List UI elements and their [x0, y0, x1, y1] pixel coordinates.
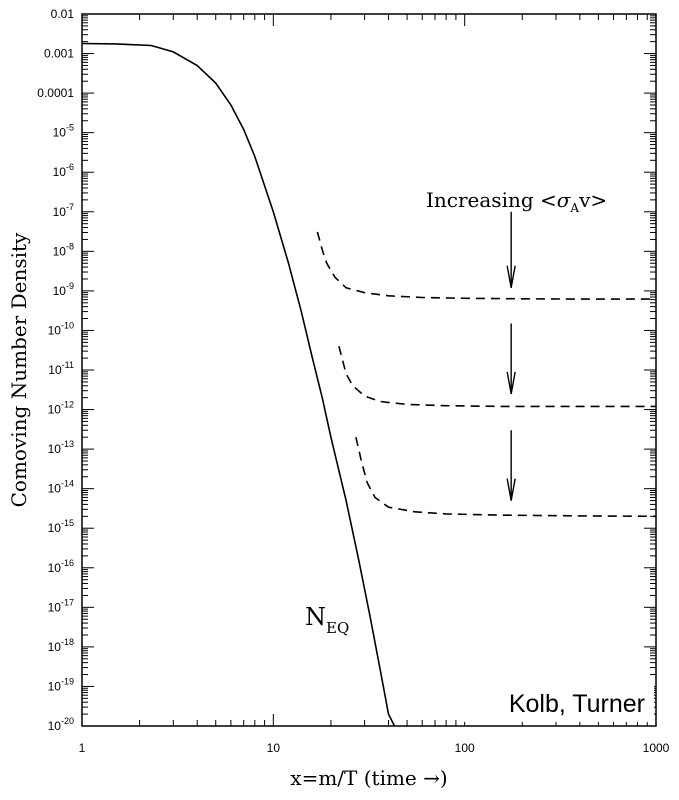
freeze-out-curve-1: [316, 231, 656, 300]
y-tick-label: 10-12: [48, 400, 74, 417]
freeze-out-curve-2: [338, 345, 656, 408]
increasing-tail: v>: [578, 188, 607, 212]
x-tick-label: 1000: [643, 741, 670, 755]
y-tick-labels: 0.01 0.001 0.0001 10-5 10-6 10-7 10-8 10-9 10-10…: [37, 7, 74, 733]
y-tick-label: 10-11: [48, 360, 74, 377]
x-tick-label: 1: [79, 741, 86, 755]
equilibrium-curve: [81, 42, 396, 727]
y-tick-label: 10-17: [48, 597, 74, 614]
credit-background: [462, 682, 654, 722]
plot-frame: [81, 13, 657, 727]
increasing-annotation: Increasing <σAv>: [426, 188, 607, 215]
neq-main: N: [305, 603, 326, 631]
arrow-head: [506, 371, 516, 394]
sigma-symbol: σ: [557, 188, 572, 212]
arrows-group: [506, 211, 516, 501]
y-axis-title: Comoving Number Density: [7, 232, 31, 507]
arrow-head: [506, 265, 516, 288]
y-tick-label: 10-5: [53, 123, 74, 140]
neq-label: NEQ: [305, 603, 349, 637]
neq-subscript: EQ: [326, 619, 349, 637]
increasing-text: Increasing <: [426, 188, 557, 212]
y-tick-label: 10-14: [48, 479, 74, 496]
y-tick-label: 10-9: [53, 281, 74, 298]
y-tick-label: 10-20: [48, 716, 74, 733]
y-tick-label: 10-13: [48, 439, 74, 456]
y-tick-label: 10-6: [53, 162, 74, 179]
y-tick-label: 10-8: [53, 241, 74, 258]
y-tick-label: 10-10: [48, 320, 74, 337]
y-tick-label: 0.0001: [37, 86, 74, 100]
freeze-out-curve-3: [355, 437, 657, 518]
y-tick-label: 10-7: [53, 202, 74, 219]
x-tick-label: 100: [455, 741, 475, 755]
y-tick-label: 0.01: [51, 7, 75, 21]
y-tick-label: 10-19: [48, 676, 74, 693]
axis-ticks: [81, 14, 656, 727]
credit-text: Kolb, Turner: [509, 690, 645, 718]
sigma-subscript: A: [569, 201, 579, 215]
x-tick-label: 10: [267, 741, 281, 755]
arrow-head: [506, 478, 516, 501]
x-tick-labels: 1 10 100 1000: [79, 741, 670, 755]
x-axis-title: x=m/T (time →): [290, 766, 447, 790]
series-group: [81, 42, 657, 727]
y-tick-label: 10-16: [48, 558, 74, 575]
y-tick-label: 10-15: [48, 518, 74, 535]
y-tick-label: 0.001: [44, 47, 74, 61]
y-tick-label: 10-18: [48, 637, 74, 654]
